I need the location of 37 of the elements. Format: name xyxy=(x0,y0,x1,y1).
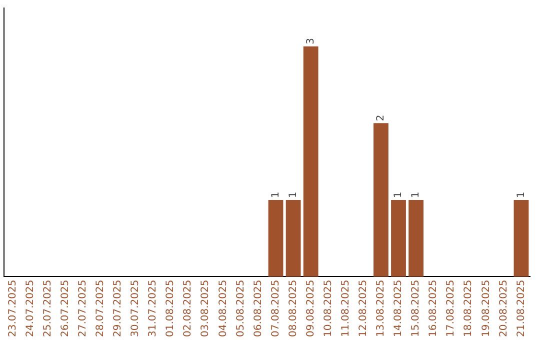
x-tick-label: 10.08.2025 xyxy=(322,280,334,338)
x-tick-label: 02.08.2025 xyxy=(182,280,194,338)
x-tick-label: 26.07.2025 xyxy=(60,280,71,338)
x-tick-label: 09.08.2025 xyxy=(305,280,316,338)
x-tick-label: 19.08.2025 xyxy=(480,280,492,338)
x-tick-label: 24.07.2025 xyxy=(24,280,36,338)
x-tick-label: 06.08.2025 xyxy=(252,280,264,338)
x-tick-label: 11.08.2025 xyxy=(340,280,352,338)
x-tick-label: 25.07.2025 xyxy=(42,280,54,338)
x-tick-label: 21.08.2025 xyxy=(516,280,527,338)
data-label: 3 xyxy=(305,38,316,44)
x-tick-label: 05.08.2025 xyxy=(235,280,246,338)
x-tick-label: 18.08.2025 xyxy=(463,280,474,338)
x-tick-label: 20.08.2025 xyxy=(498,280,510,338)
x-tick-label: 16.08.2025 xyxy=(428,280,440,338)
x-tick-label: 01.08.2025 xyxy=(165,280,176,338)
data-label: 1 xyxy=(516,192,527,198)
data-label: 1 xyxy=(410,192,422,198)
x-tick-label: 03.08.2025 xyxy=(200,280,212,338)
x-tick-label: 07.08.2025 xyxy=(270,280,282,338)
x-tick-label: 29.07.2025 xyxy=(112,280,124,338)
x-tick-label: 28.07.2025 xyxy=(95,280,106,338)
x-tick-label: 27.07.2025 xyxy=(77,280,88,338)
data-label: 1 xyxy=(288,192,299,198)
x-tick-label: 08.08.2025 xyxy=(288,280,299,338)
data-label: 1 xyxy=(393,192,404,198)
x-tick-label: 30.07.2025 xyxy=(130,280,142,338)
x-tick-label: 17.08.2025 xyxy=(446,280,457,338)
x-tick-label: 23.07.2025 xyxy=(7,280,18,338)
x-tick-label: 14.08.2025 xyxy=(393,280,404,338)
x-tick-label: 13.08.2025 xyxy=(376,280,387,338)
x-tick-label: 31.07.2025 xyxy=(148,280,159,338)
data-label: 2 xyxy=(376,114,387,122)
x-tick-label: 15.08.2025 xyxy=(410,280,422,338)
x-tick-label: 12.08.2025 xyxy=(358,280,370,338)
x-tick-label: 04.08.2025 xyxy=(218,280,229,338)
data-label: 1 xyxy=(270,192,282,198)
